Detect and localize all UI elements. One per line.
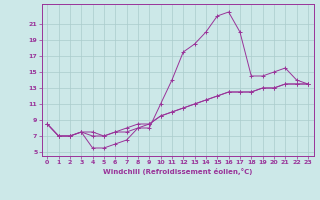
X-axis label: Windchill (Refroidissement éolien,°C): Windchill (Refroidissement éolien,°C)	[103, 168, 252, 175]
